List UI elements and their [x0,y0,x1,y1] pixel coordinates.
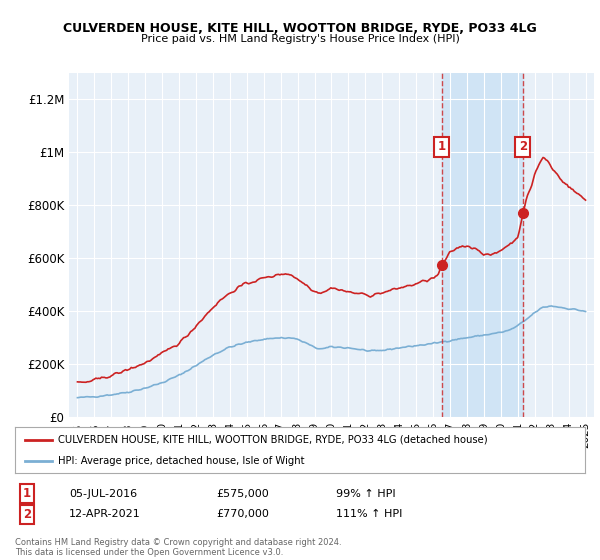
Text: 2: 2 [23,507,31,521]
Text: 99% ↑ HPI: 99% ↑ HPI [336,489,395,499]
Text: HPI: Average price, detached house, Isle of Wight: HPI: Average price, detached house, Isle… [58,456,304,466]
Text: 2: 2 [519,141,527,153]
Text: 1: 1 [437,141,446,153]
Text: 05-JUL-2016: 05-JUL-2016 [69,489,137,499]
Text: CULVERDEN HOUSE, KITE HILL, WOOTTON BRIDGE, RYDE, PO33 4LG: CULVERDEN HOUSE, KITE HILL, WOOTTON BRID… [63,22,537,35]
Text: 12-APR-2021: 12-APR-2021 [69,509,141,519]
Text: £575,000: £575,000 [216,489,269,499]
Text: £770,000: £770,000 [216,509,269,519]
Text: Contains HM Land Registry data © Crown copyright and database right 2024.
This d: Contains HM Land Registry data © Crown c… [15,538,341,557]
Bar [442,73,523,417]
Text: 111% ↑ HPI: 111% ↑ HPI [336,509,403,519]
Text: 1: 1 [23,487,31,501]
Text: CULVERDEN HOUSE, KITE HILL, WOOTTON BRIDGE, RYDE, PO33 4LG (detached house): CULVERDEN HOUSE, KITE HILL, WOOTTON BRID… [58,435,487,445]
Text: Price paid vs. HM Land Registry's House Price Index (HPI): Price paid vs. HM Land Registry's House … [140,34,460,44]
